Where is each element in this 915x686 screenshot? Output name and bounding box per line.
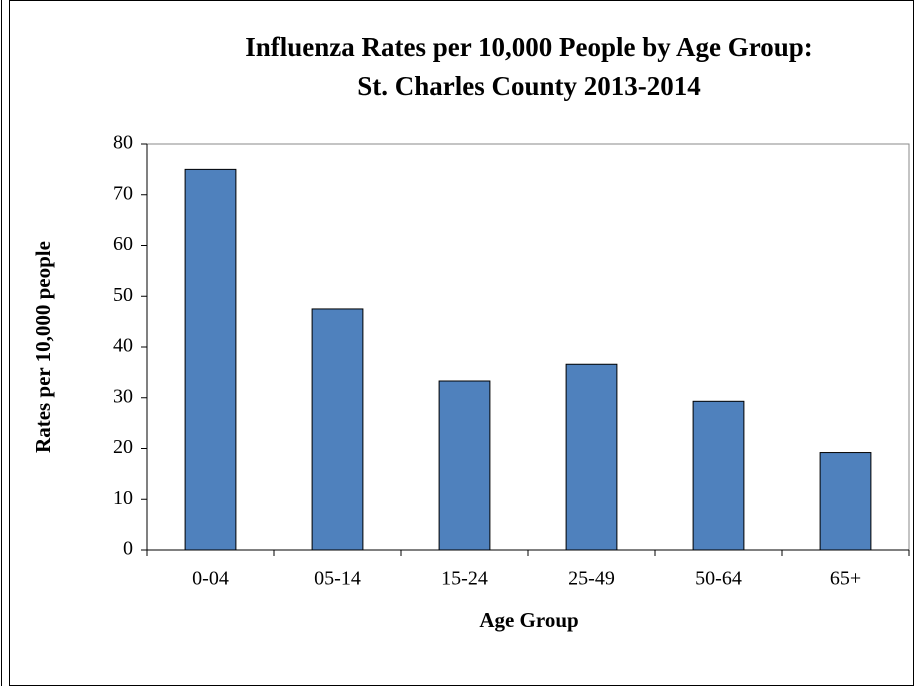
x-axis-label: Age Group <box>479 608 578 632</box>
x-tick-label: 0-04 <box>192 568 229 590</box>
chart-title: Influenza Rates per 10,000 People by Age… <box>245 32 813 62</box>
bar <box>692 400 745 551</box>
y-tick-label: 30 <box>113 385 133 407</box>
y-axis-label: Rates per 10,000 people <box>31 241 55 453</box>
chart-subtitle: St. Charles County 2013-2014 <box>357 71 701 101</box>
x-tick-label: 25-49 <box>568 568 615 590</box>
y-tick-label: 10 <box>113 487 133 509</box>
x-tick-label: 05-14 <box>314 568 361 590</box>
y-tick-label: 50 <box>113 284 133 306</box>
x-tick-label: 50-64 <box>695 568 742 590</box>
bar <box>311 308 364 551</box>
bar <box>565 363 618 551</box>
y-tick-label: 80 <box>113 132 133 154</box>
y-tick-label: 70 <box>113 182 133 204</box>
y-tick-label: 40 <box>113 335 133 357</box>
x-tick-label: 15-24 <box>441 568 488 590</box>
y-tick-label: 60 <box>113 233 133 255</box>
y-tick-label: 20 <box>113 436 133 458</box>
bar <box>819 452 872 551</box>
plot-area <box>146 143 910 551</box>
bar <box>438 380 491 551</box>
bar <box>184 168 237 551</box>
x-tick-label: 65+ <box>830 568 861 590</box>
y-tick-label: 0 <box>123 538 133 560</box>
